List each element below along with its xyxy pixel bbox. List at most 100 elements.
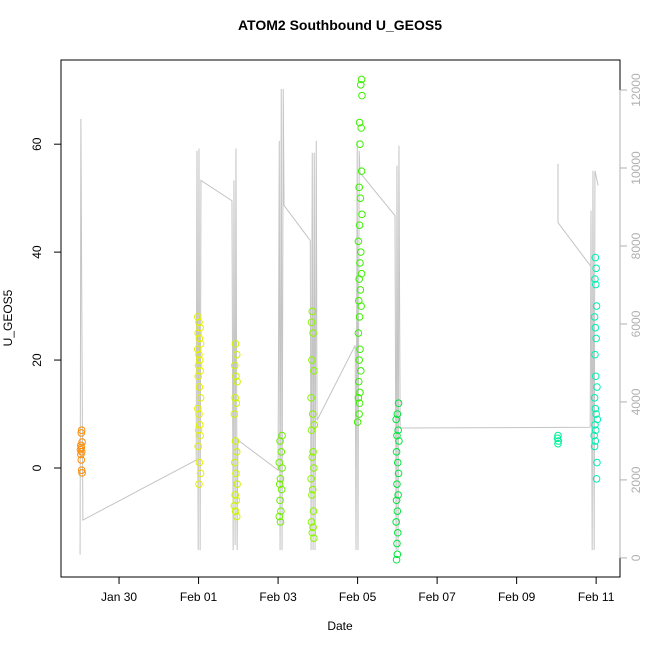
point bbox=[356, 194, 365, 202]
point bbox=[590, 442, 599, 451]
point bbox=[277, 485, 286, 494]
point bbox=[232, 469, 240, 478]
point bbox=[275, 480, 284, 488]
point bbox=[196, 323, 204, 332]
point bbox=[307, 426, 316, 435]
point bbox=[354, 237, 363, 246]
x-tick-label: Jan 30 bbox=[101, 590, 137, 604]
point bbox=[307, 394, 315, 402]
point bbox=[356, 345, 364, 354]
x-tick-label: Feb 01 bbox=[180, 590, 218, 604]
point bbox=[309, 523, 317, 532]
point bbox=[592, 334, 600, 343]
point bbox=[77, 426, 86, 435]
point bbox=[310, 367, 318, 375]
y-axis-title: U_GEOS5 bbox=[1, 289, 15, 346]
point bbox=[195, 480, 203, 488]
point bbox=[195, 421, 204, 429]
point bbox=[77, 429, 86, 437]
point bbox=[195, 410, 203, 418]
point bbox=[356, 140, 364, 148]
point bbox=[309, 447, 317, 456]
point bbox=[194, 442, 202, 451]
point bbox=[354, 394, 363, 402]
point bbox=[356, 367, 365, 375]
point bbox=[355, 356, 363, 364]
point bbox=[233, 377, 241, 386]
point bbox=[394, 469, 403, 478]
point bbox=[231, 491, 239, 499]
point bbox=[392, 518, 400, 526]
point bbox=[590, 313, 599, 321]
point bbox=[308, 307, 317, 316]
point bbox=[195, 356, 204, 364]
point bbox=[307, 318, 316, 327]
point bbox=[196, 469, 205, 478]
point bbox=[194, 372, 202, 381]
point bbox=[308, 410, 317, 418]
point bbox=[393, 431, 401, 440]
y2-tick-label: 12000 bbox=[629, 73, 643, 107]
point bbox=[392, 496, 401, 505]
y2-tick-label: 10000 bbox=[629, 151, 643, 185]
point bbox=[231, 437, 240, 445]
altitude-line bbox=[79, 88, 599, 555]
point bbox=[591, 253, 600, 262]
x-tick-label: Feb 05 bbox=[339, 590, 377, 604]
y-tick-label: 40 bbox=[30, 245, 44, 259]
point bbox=[277, 507, 285, 515]
point bbox=[278, 464, 286, 472]
point bbox=[394, 399, 403, 408]
point bbox=[276, 474, 285, 483]
point bbox=[278, 431, 286, 440]
point bbox=[232, 447, 241, 456]
point bbox=[231, 394, 239, 402]
point bbox=[77, 450, 85, 459]
point bbox=[230, 361, 239, 370]
point bbox=[393, 480, 401, 488]
point bbox=[194, 426, 203, 435]
point bbox=[78, 438, 86, 446]
point bbox=[591, 421, 599, 429]
point bbox=[307, 474, 315, 483]
x-tick-label: Feb 03 bbox=[259, 590, 297, 604]
point bbox=[230, 501, 239, 510]
y-tick-label: 0 bbox=[30, 464, 44, 471]
point bbox=[356, 81, 365, 89]
point bbox=[195, 350, 203, 359]
point bbox=[196, 367, 204, 375]
point bbox=[554, 437, 563, 445]
point bbox=[592, 264, 600, 273]
point bbox=[308, 485, 317, 494]
point bbox=[592, 474, 601, 483]
point bbox=[232, 512, 241, 521]
point bbox=[392, 415, 400, 424]
point bbox=[355, 399, 364, 408]
point bbox=[354, 377, 363, 386]
point bbox=[231, 507, 240, 515]
y2-tick-label: 2000 bbox=[629, 466, 643, 493]
point bbox=[395, 437, 403, 445]
point bbox=[196, 431, 204, 440]
point bbox=[77, 456, 86, 464]
point bbox=[591, 323, 600, 332]
point bbox=[232, 372, 240, 381]
x-tick-label: Feb 11 bbox=[578, 590, 615, 604]
point bbox=[393, 410, 402, 418]
point bbox=[394, 426, 402, 435]
point bbox=[309, 507, 318, 515]
point bbox=[276, 437, 284, 445]
y2-tick-label: 0 bbox=[629, 554, 643, 561]
point bbox=[194, 361, 203, 370]
x-tick-label: Feb 09 bbox=[498, 590, 536, 604]
point bbox=[357, 167, 366, 175]
point bbox=[357, 124, 365, 132]
point bbox=[356, 259, 364, 267]
point bbox=[591, 275, 599, 283]
x-axis-title: Date bbox=[327, 619, 353, 633]
point bbox=[276, 518, 285, 526]
point bbox=[592, 410, 600, 418]
point bbox=[194, 329, 202, 337]
